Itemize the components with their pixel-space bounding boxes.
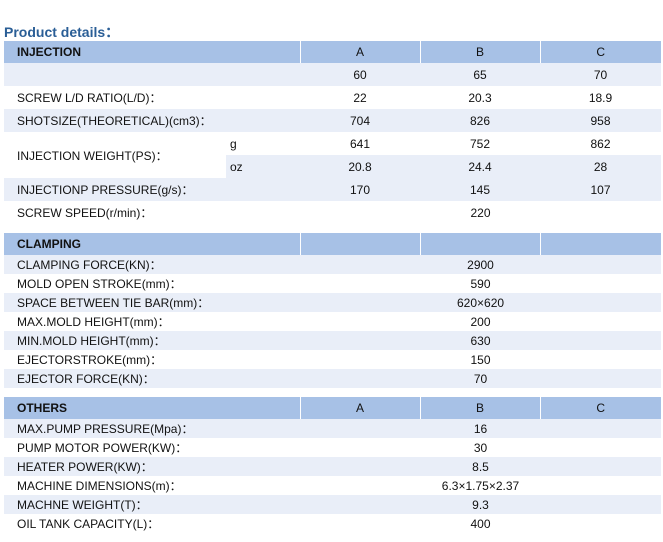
table-row: SHOTSIZE(THEORETICAL)(cm3)： 704 826 958: [4, 109, 662, 132]
cell-c: 70: [540, 63, 662, 86]
cell-value: 200: [300, 312, 662, 331]
table-row: MACHNE WEIGHT(T)： 9.3: [4, 495, 662, 514]
cell-c: 18.9: [540, 86, 662, 109]
table-row: SCREW L/D RATIO(L/D)： 22 20.3 18.9: [4, 86, 662, 109]
row-label: INJECTION WEIGHT(PS)：: [4, 132, 226, 178]
cell-value: 16: [300, 419, 662, 438]
table-row: SPACE BETWEEN TIE BAR(mm)： 620×620: [4, 293, 662, 312]
unit-label-oz: oz: [226, 155, 301, 178]
cell-b: 20.3: [420, 86, 541, 109]
cell-a: 704: [300, 109, 421, 132]
row-label: MIN.MOLD HEIGHT(mm)：: [4, 331, 301, 350]
cell-value: 9.3: [300, 495, 662, 514]
column-header-a: A: [300, 397, 421, 419]
cell-a: 60: [300, 63, 421, 86]
cell-value: 30: [300, 438, 662, 457]
cell-value: 590: [300, 274, 662, 293]
table-row: MACHINE DIMENSIONS(m)： 6.3×1.75×2.37: [4, 476, 662, 495]
row-label: SCREW SPEED(r/min)：: [4, 201, 301, 224]
column-header-c: C: [540, 41, 662, 63]
row-label: SPACE BETWEEN TIE BAR(mm)：: [4, 293, 301, 312]
cell-value: 400: [300, 514, 662, 533]
column-header-b: B: [420, 41, 541, 63]
table-row: INJECTIONP PRESSURE(g/s)： 170 145 107: [4, 178, 662, 201]
column-header-blank: [420, 233, 541, 255]
row-label: EJECTORSTROKE(mm)：: [4, 350, 301, 369]
cell-value: 2900: [300, 255, 662, 274]
row-label: [4, 63, 301, 86]
row-label: EJECTOR FORCE(KN)：: [4, 369, 301, 388]
others-header-row: OTHERS A B C: [4, 397, 662, 419]
cell-c: 107: [540, 178, 662, 201]
product-details-table: INJECTION A B C 60 65 70 SCREW L/D RATIO…: [4, 41, 662, 533]
cell-value: 8.5: [300, 457, 662, 476]
injection-header-row: INJECTION A B C: [4, 41, 662, 63]
row-label: SCREW L/D RATIO(L/D)：: [4, 86, 301, 109]
row-label: INJECTIONP PRESSURE(g/s)：: [4, 178, 301, 201]
cell-a: 641: [300, 132, 421, 155]
table-row: CLAMPING FORCE(KN)： 2900: [4, 255, 662, 274]
table-row: MIN.MOLD HEIGHT(mm)： 630: [4, 331, 662, 350]
unit-label-g: g: [226, 132, 301, 155]
table-row: EJECTORSTROKE(mm)： 150: [4, 350, 662, 369]
row-label: HEATER POWER(KW)：: [4, 457, 301, 476]
row-label: PUMP MOTOR POWER(KW)：: [4, 438, 301, 457]
table-row: MAX.MOLD HEIGHT(mm)： 200: [4, 312, 662, 331]
cell-c: 28: [540, 155, 662, 178]
column-header-blank: [300, 233, 421, 255]
column-header-blank: [540, 233, 662, 255]
clamping-section-title: CLAMPING: [4, 233, 301, 255]
table-row: MOLD OPEN STROKE(mm)： 590: [4, 274, 662, 293]
row-label: MOLD OPEN STROKE(mm)：: [4, 274, 301, 293]
cell-a: 20.8: [300, 155, 421, 178]
section-spacer: [4, 388, 662, 397]
table-row: SCREW SPEED(r/min)： 220: [4, 201, 662, 224]
column-header-a: A: [300, 41, 421, 63]
row-label: SHOTSIZE(THEORETICAL)(cm3)：: [4, 109, 301, 132]
row-label: MACHINE DIMENSIONS(m)：: [4, 476, 301, 495]
cell-b: 752: [420, 132, 541, 155]
row-label: OIL TANK CAPACITY(L)：: [4, 514, 301, 533]
cell-b: 24.4: [420, 155, 541, 178]
cell-value: 150: [300, 350, 662, 369]
table-row: PUMP MOTOR POWER(KW)： 30: [4, 438, 662, 457]
table-row: EJECTOR FORCE(KN)： 70: [4, 369, 662, 388]
cell-b: 826: [420, 109, 541, 132]
cell-value: 630: [300, 331, 662, 350]
injection-section-title: INJECTION: [4, 41, 301, 63]
cell-value: 70: [300, 369, 662, 388]
row-label: CLAMPING FORCE(KN)：: [4, 255, 301, 274]
table-row: oz 20.8 24.4 28: [4, 155, 662, 178]
section-spacer: [4, 224, 662, 233]
cell-a: 22: [300, 86, 421, 109]
column-header-c: C: [540, 397, 662, 419]
row-label: MACHNE WEIGHT(T)：: [4, 495, 301, 514]
clamping-header-row: CLAMPING: [4, 233, 662, 255]
cell-b: 65: [420, 63, 541, 86]
table-row: HEATER POWER(KW)： 8.5: [4, 457, 662, 476]
others-section-title: OTHERS: [4, 397, 301, 419]
cell-c: 958: [540, 109, 662, 132]
column-header-b: B: [420, 397, 541, 419]
cell-value: 220: [300, 201, 662, 224]
cell-c: 862: [540, 132, 662, 155]
table-row: INJECTION WEIGHT(PS)： g 641 752 862: [4, 132, 662, 178]
row-label: MAX.PUMP PRESSURE(Mpa)：: [4, 419, 301, 438]
table-row: OIL TANK CAPACITY(L)： 400: [4, 514, 662, 533]
cell-value: 6.3×1.75×2.37: [300, 476, 662, 495]
table-row: 60 65 70: [4, 63, 662, 86]
page-title: Product details：: [4, 24, 120, 40]
cell-b: 145: [420, 178, 541, 201]
cell-value: 620×620: [300, 293, 662, 312]
table-row: MAX.PUMP PRESSURE(Mpa)： 16: [4, 419, 662, 438]
cell-a: 170: [300, 178, 421, 201]
row-label: MAX.MOLD HEIGHT(mm)：: [4, 312, 301, 331]
